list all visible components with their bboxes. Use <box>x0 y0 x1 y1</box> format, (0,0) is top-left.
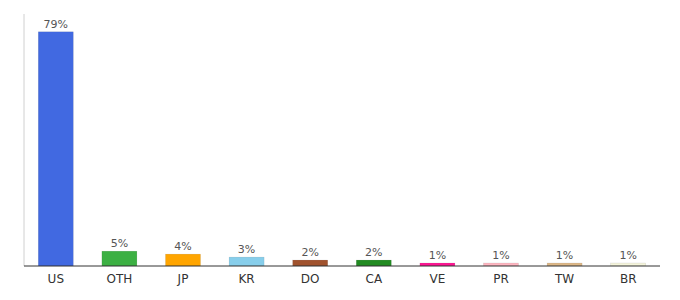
bar <box>293 260 328 266</box>
data-label: 79% <box>44 18 68 31</box>
data-labels: 79% 5% 4% 3% 2% 2% 1% 1% 1% 1% <box>44 18 637 262</box>
data-label: 3% <box>238 243 255 256</box>
x-tick-labels: US OTH JP KR DO CA VE PR TW BR <box>48 272 637 286</box>
bar <box>356 260 391 266</box>
x-tick-label: PR <box>493 272 509 286</box>
bar <box>102 251 137 266</box>
x-tick-label: VE <box>430 272 446 286</box>
x-tick-label: JP <box>177 272 189 286</box>
y-axis-line <box>24 14 25 266</box>
x-tick-label: DO <box>301 272 320 286</box>
data-label: 2% <box>365 246 382 259</box>
x-tick-label: OTH <box>106 272 132 286</box>
data-label: 5% <box>111 237 128 250</box>
chart: 79% 5% 4% 3% 2% 2% 1% 1% 1% 1% US OTH JP KR DO CA VE PR TW… <box>0 0 680 300</box>
x-axis-line <box>24 266 660 267</box>
data-label: 2% <box>301 246 318 259</box>
data-label: 1% <box>492 249 509 262</box>
bar <box>229 257 264 266</box>
data-label: 1% <box>556 249 573 262</box>
bar <box>38 32 73 266</box>
x-tick-label: KR <box>238 272 254 286</box>
x-tick-label: TW <box>554 272 574 286</box>
data-label: 1% <box>619 249 636 262</box>
x-tick-label: CA <box>366 272 383 286</box>
chart-container: 79% 5% 4% 3% 2% 2% 1% 1% 1% 1% US OTH JP KR DO CA VE PR TW… <box>0 0 680 300</box>
x-tick-label: US <box>48 272 64 286</box>
data-label: 1% <box>429 249 446 262</box>
bar <box>166 254 201 266</box>
x-tick-label: BR <box>620 272 637 286</box>
bars <box>38 32 645 266</box>
data-label: 4% <box>174 240 191 253</box>
